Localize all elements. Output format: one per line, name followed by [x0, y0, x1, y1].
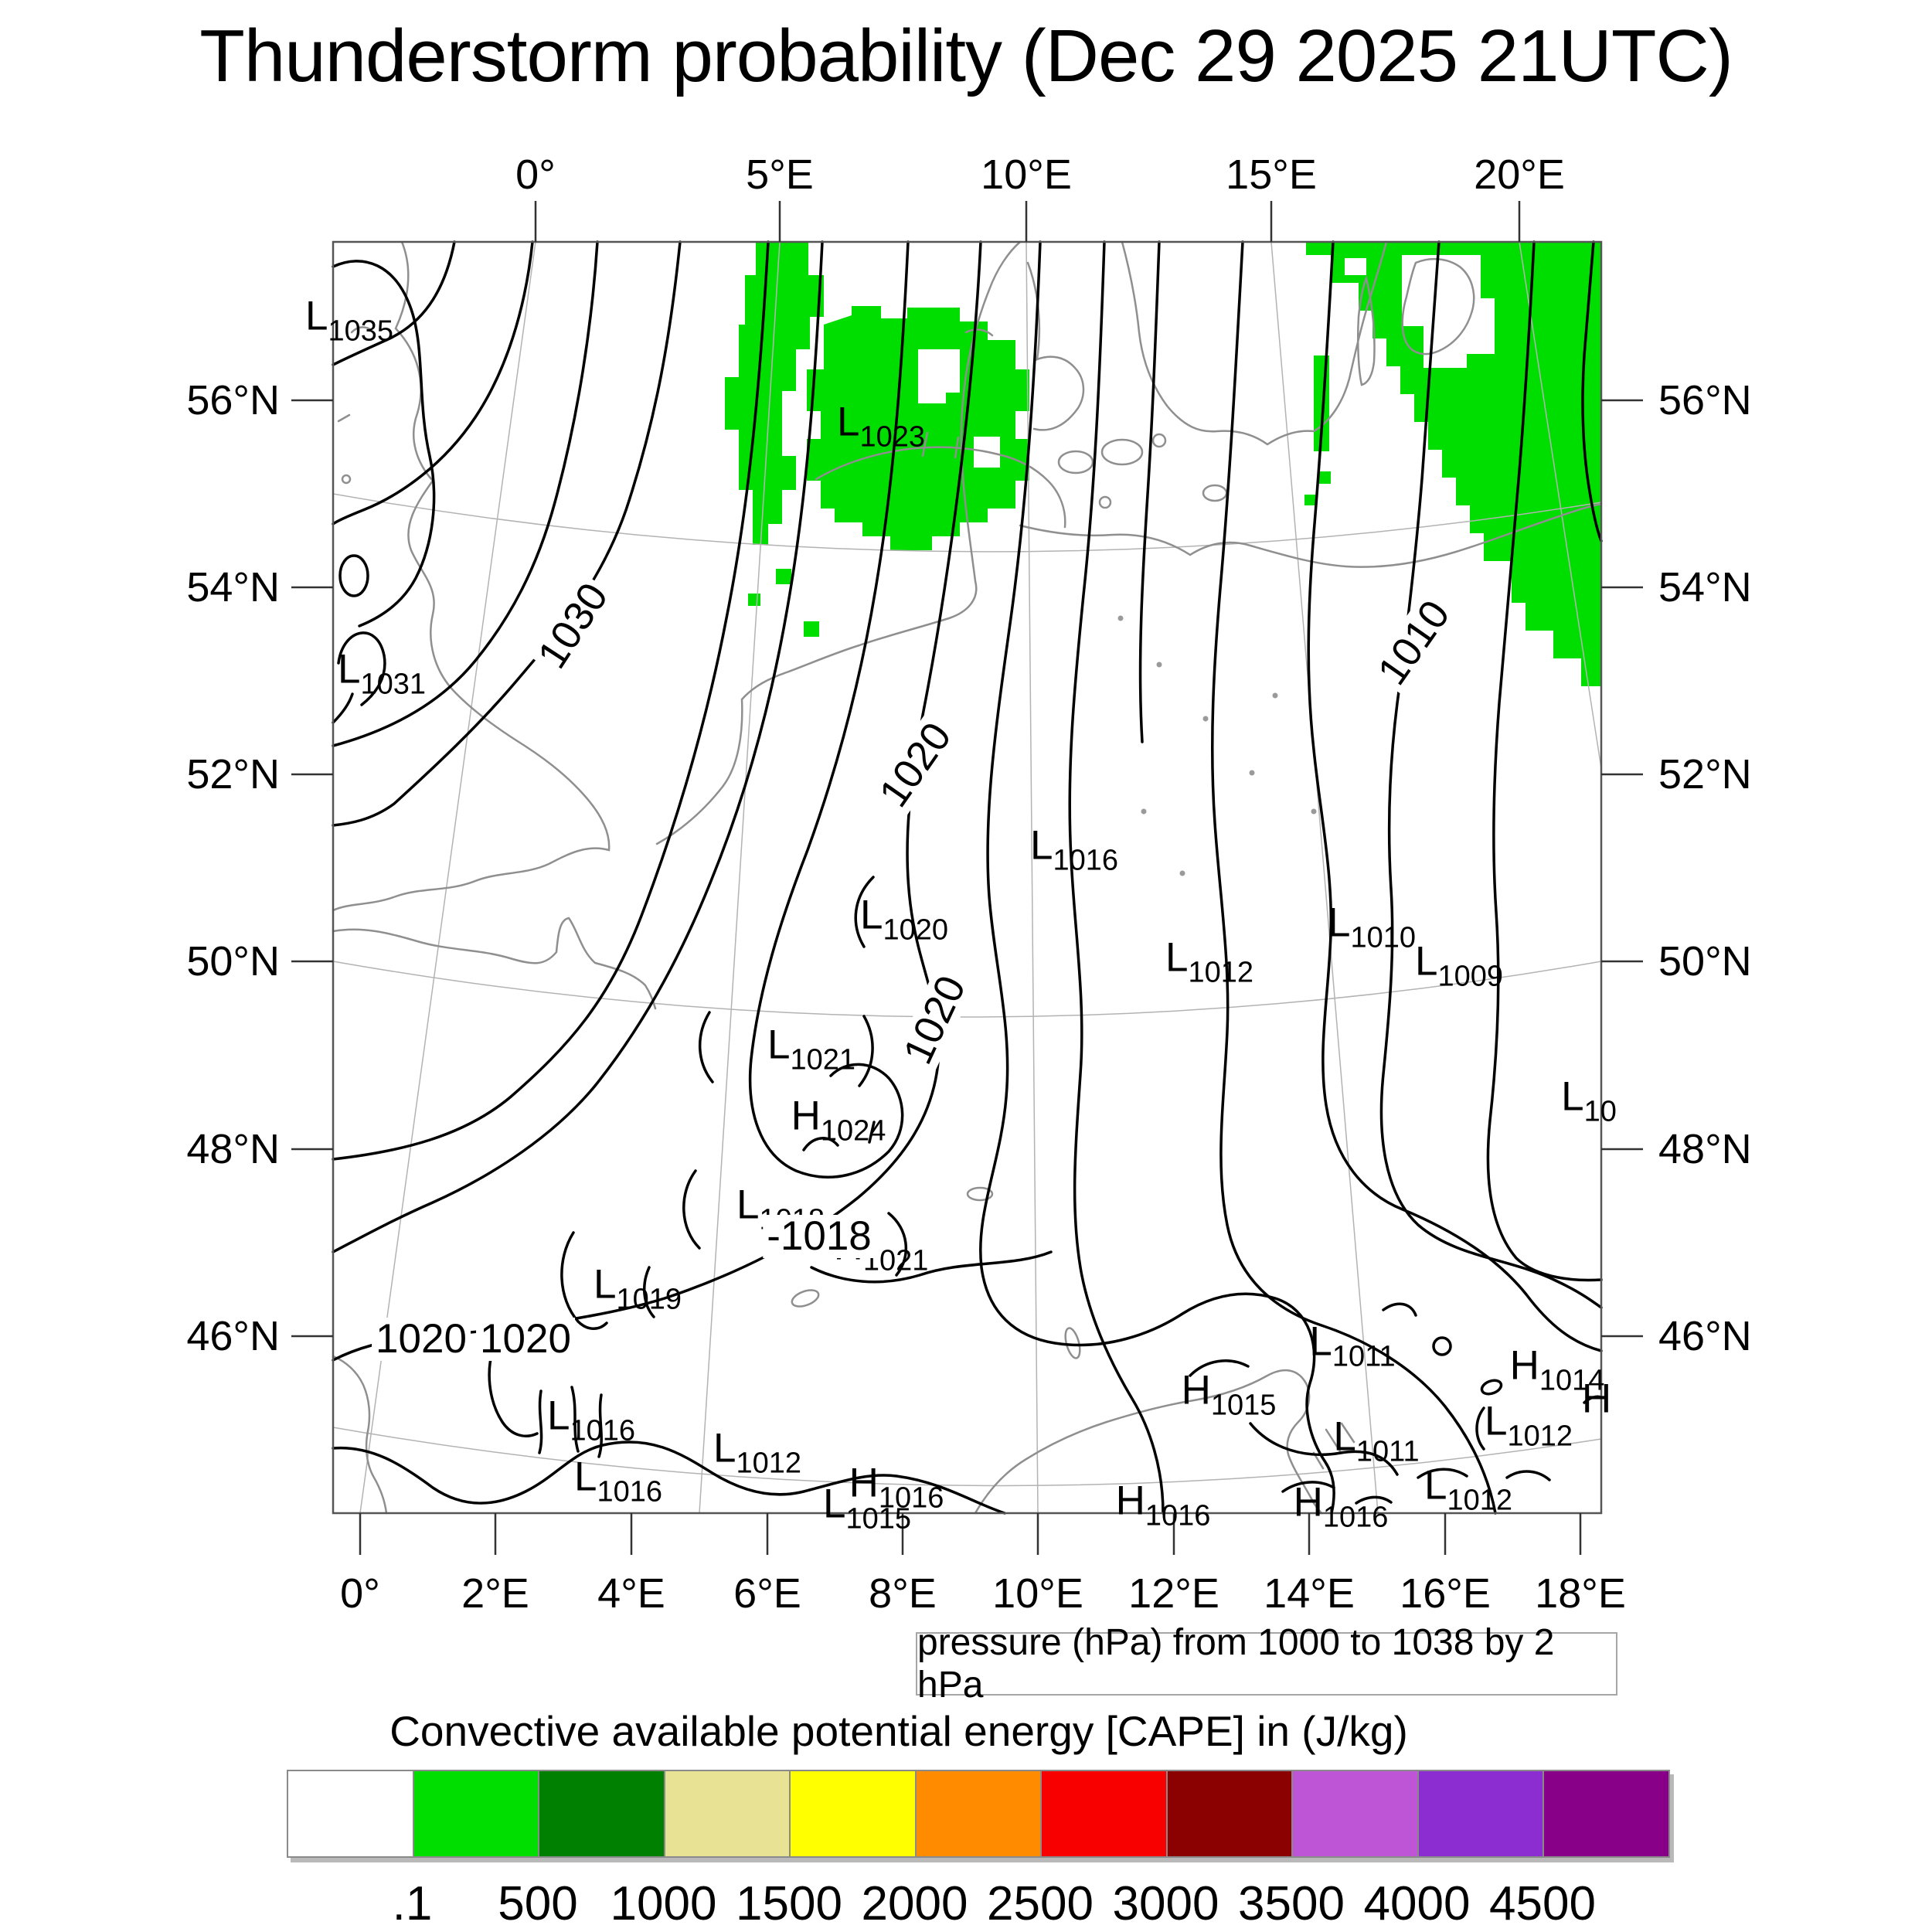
legend-tick-label: 1000: [610, 1877, 717, 1930]
left-axis-label: 54°N: [186, 564, 280, 611]
legend-tick-label: 4000: [1363, 1877, 1471, 1930]
pressure-center-label: L 1031: [337, 646, 427, 701]
bottom-axis-label: 12°E: [1128, 1570, 1219, 1617]
bottom-axis-label: 8°E: [869, 1570, 937, 1617]
legend-tick-label: 2000: [861, 1877, 968, 1930]
contour-value-label: 1020: [476, 1317, 575, 1362]
bottom-axis-label: 6°E: [733, 1570, 801, 1617]
pressure-center-label: L 1016: [573, 1454, 663, 1509]
top-axis-label: 20°E: [1474, 151, 1565, 198]
pressure-center-label: H: [1581, 1376, 1612, 1422]
legend-swatch: [539, 1771, 665, 1856]
isobar-layer: [332, 240, 1603, 1515]
pressure-center-label: L 10: [1561, 1073, 1617, 1128]
legend-tick-label: 4500: [1489, 1877, 1596, 1930]
bottom-axis-label: 14°E: [1264, 1570, 1355, 1617]
pressure-center-label: L 1012: [1165, 934, 1254, 989]
pressure-center-label: L 1016: [546, 1393, 636, 1447]
pressure-center-label: L 1012: [1423, 1462, 1513, 1517]
pressure-caption-text: pressure (hPa) from 1000 to 1038 by 2 hP…: [917, 1622, 1555, 1706]
coastline-layer: [332, 240, 1603, 1515]
bottom-axis-label: 4°E: [597, 1570, 665, 1617]
right-axis-label: 52°N: [1658, 751, 1752, 798]
legend-swatch: [665, 1771, 791, 1856]
left-axis-label: 46°N: [186, 1313, 280, 1359]
pressure-center-label: L 1016: [1029, 822, 1119, 877]
legend-tick-label: 2500: [987, 1877, 1094, 1930]
left-axis-label: 56°N: [186, 377, 280, 423]
map-frame: [332, 240, 1603, 1515]
pressure-center-label: L 1035: [304, 293, 394, 348]
legend-swatch: [288, 1771, 414, 1856]
left-axis-label: 50°N: [186, 938, 280, 985]
bottom-axis-label: 18°E: [1535, 1570, 1626, 1617]
pressure-center-label: L 1020: [859, 892, 949, 947]
legend-colorbar: [287, 1770, 1670, 1858]
legend-swatch: [916, 1771, 1042, 1856]
pressure-center-label: L 1012: [1484, 1398, 1573, 1453]
contour-value-label: 1020: [372, 1317, 471, 1362]
legend-tick-label: 500: [498, 1877, 578, 1930]
bottom-axis-label: 16°E: [1400, 1570, 1491, 1617]
left-axis-label: 52°N: [186, 751, 280, 798]
top-axis-label: 15°E: [1226, 151, 1317, 198]
page-title: Thunderstorm probability (Dec 29 2025 21…: [199, 15, 1733, 97]
pressure-center-label: L 1011: [1333, 1413, 1420, 1468]
pressure-center-label: L 1009: [1414, 938, 1504, 993]
bottom-axis-label: 2°E: [461, 1570, 529, 1617]
legend-swatch: [1418, 1771, 1544, 1856]
legend-swatch: [1544, 1771, 1668, 1856]
legend-tick-labels: .1 500 1000 1500 2000 2500 3000 3500 4000 4500: [0, 1876, 1932, 1930]
pressure-center-label: H 1014: [1509, 1342, 1605, 1397]
legend-title: Convective available potential energy [C…: [389, 1707, 1408, 1755]
top-axis-label: 10°E: [981, 151, 1072, 198]
legend-swatch: [1167, 1771, 1293, 1856]
pressure-center-label: H 1016: [1115, 1478, 1211, 1532]
pressure-center-label: L 1012: [713, 1425, 802, 1480]
pressure-center-label: L 1011: [1309, 1318, 1396, 1373]
axis-ticks: [291, 201, 1643, 1555]
pressure-center-label: L 1015: [822, 1481, 912, 1536]
left-axis-label: 48°N: [186, 1126, 280, 1172]
pressure-center-label: H 1016: [1293, 1479, 1389, 1534]
legend-tick-label: .1: [392, 1877, 433, 1930]
legend-tick-label: 3000: [1112, 1877, 1219, 1930]
pressure-caption-box: pressure (hPa) from 1000 to 1038 by 2 hP…: [916, 1622, 1617, 1706]
pressure-center-label: H 1016: [849, 1460, 944, 1515]
right-axis-label: 54°N: [1658, 564, 1752, 611]
legend-swatch: [413, 1771, 539, 1856]
legend-tick-label: 1500: [736, 1877, 842, 1930]
pressure-center-label: L 1023: [836, 399, 926, 454]
right-axis-label: 48°N: [1658, 1126, 1752, 1172]
pressure-center-label: H 1015: [1181, 1367, 1277, 1422]
legend-swatch: [1042, 1771, 1168, 1856]
pressure-center-label: L 1019: [593, 1261, 682, 1316]
top-axis-label: 5°E: [746, 151, 814, 198]
contour-value-label: -1018: [763, 1214, 876, 1259]
legend-swatch: [791, 1771, 917, 1856]
bottom-axis-label: 10°E: [992, 1570, 1083, 1617]
right-axis-label: 56°N: [1658, 377, 1752, 423]
pressure-center-label: L 1021: [767, 1022, 856, 1077]
pressure-center-label: H 1024: [791, 1093, 886, 1148]
bottom-axis-label: 0°: [340, 1570, 380, 1617]
legend-swatch: [1293, 1771, 1419, 1856]
pressure-center-label: L 1010: [1327, 900, 1417, 954]
top-axis-label: 0°: [515, 151, 556, 198]
right-axis-label: 46°N: [1658, 1313, 1752, 1359]
right-axis-label: 50°N: [1658, 938, 1752, 985]
legend-tick-label: 3500: [1238, 1877, 1345, 1930]
